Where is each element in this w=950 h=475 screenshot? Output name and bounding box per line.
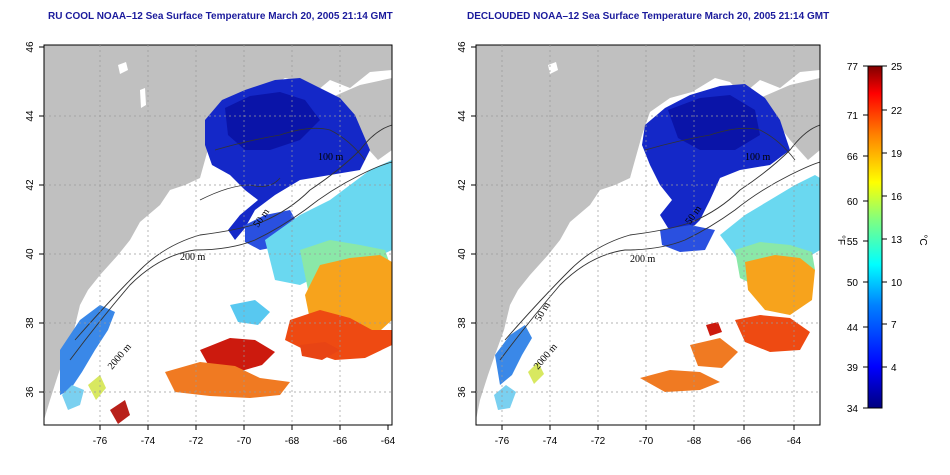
right-contour-label-200: 200 m <box>630 254 656 265</box>
right-land <box>476 45 820 420</box>
right-y-tick: 44 <box>457 110 468 122</box>
celsius-tick: 16 <box>891 192 903 203</box>
left-x-tick: -70 <box>237 436 252 447</box>
fahrenheit-tick: 60 <box>847 197 859 208</box>
left-y-axis: 46 44 42 40 38 36 <box>25 41 44 398</box>
left-y-tick: 42 <box>25 179 36 191</box>
celsius-tick: 7 <box>891 320 897 331</box>
left-x-tick: -72 <box>189 436 204 447</box>
left-map-title: RU COOL NOAA–12 Sea Surface Temperature … <box>48 11 393 22</box>
left-y-tick: 44 <box>25 110 36 122</box>
colorbar-fahrenheit-ticks: 77 71 66 60 55 50 44 39 34 <box>847 62 868 415</box>
right-grid <box>476 45 820 425</box>
fahrenheit-tick: 34 <box>847 404 859 415</box>
fahrenheit-tick: 39 <box>847 363 859 374</box>
left-x-tick: -76 <box>93 436 108 447</box>
fahrenheit-tick: 55 <box>847 237 859 248</box>
left-x-tick: -66 <box>333 436 348 447</box>
right-y-axis: 46 44 42 40 38 36 <box>457 41 476 398</box>
fahrenheit-tick: 77 <box>847 62 859 73</box>
celsius-tick: 19 <box>891 149 903 160</box>
right-x-tick: -64 <box>787 436 802 447</box>
right-x-tick: -74 <box>543 436 558 447</box>
left-map-content <box>44 45 392 425</box>
right-y-tick: 40 <box>457 248 468 260</box>
right-y-tick: 46 <box>457 41 468 53</box>
celsius-tick: 25 <box>891 62 903 73</box>
left-x-tick: -64 <box>381 436 396 447</box>
right-x-tick: -72 <box>591 436 606 447</box>
celsius-tick: 22 <box>891 106 903 117</box>
left-x-tick: -68 <box>285 436 300 447</box>
left-y-tick: 46 <box>25 41 36 53</box>
right-contour-label-50: 50 m <box>683 204 704 227</box>
left-x-axis: -76 -74 -72 -70 -68 -66 -64 <box>93 425 396 447</box>
colorbar-celsius-ticks: 25 22 19 16 13 10 7 4 <box>882 62 903 374</box>
right-map-content <box>476 45 820 425</box>
fahrenheit-tick: 71 <box>847 111 859 122</box>
right-x-axis: -76 -74 -72 -70 -68 -66 -64 <box>495 425 802 447</box>
right-y-tick: 38 <box>457 317 468 329</box>
right-x-tick: -68 <box>687 436 702 447</box>
fahrenheit-tick: 50 <box>847 278 859 289</box>
right-map-title: DECLOUDED NOAA–12 Sea Surface Temperatur… <box>467 11 830 22</box>
fahrenheit-tick: 44 <box>847 323 859 334</box>
left-x-tick: -74 <box>141 436 156 447</box>
celsius-unit-label: °C <box>917 234 928 245</box>
fahrenheit-tick: 66 <box>847 152 859 163</box>
colorbar-gradient <box>867 65 883 409</box>
celsius-tick: 13 <box>891 235 903 246</box>
left-contour-label-2000: 2000 m <box>106 341 134 371</box>
right-x-tick: -66 <box>737 436 752 447</box>
left-land <box>44 45 392 420</box>
left-y-tick: 40 <box>25 248 36 260</box>
right-contour-label-2000: 2000 m <box>532 341 560 371</box>
right-y-tick: 36 <box>457 386 468 398</box>
left-contour-label-100: 100 m <box>318 152 344 163</box>
right-x-tick: -76 <box>495 436 510 447</box>
left-contour-label-50: 50 m <box>251 207 272 230</box>
left-y-tick: 38 <box>25 317 36 329</box>
left-contour-label-200: 200 m <box>180 252 206 263</box>
colorbar: 77 71 66 60 55 50 44 39 34 25 22 19 16 1… <box>835 62 928 415</box>
right-contour-label-50b: 50 m <box>533 300 553 323</box>
fahrenheit-unit-label: °F <box>835 235 846 245</box>
left-y-tick: 36 <box>25 386 36 398</box>
right-y-tick: 42 <box>457 179 468 191</box>
celsius-tick: 4 <box>891 363 897 374</box>
right-contour-label-100: 100 m <box>745 152 771 163</box>
right-x-tick: -70 <box>639 436 654 447</box>
celsius-tick: 10 <box>891 278 903 289</box>
left-grid <box>44 45 392 425</box>
